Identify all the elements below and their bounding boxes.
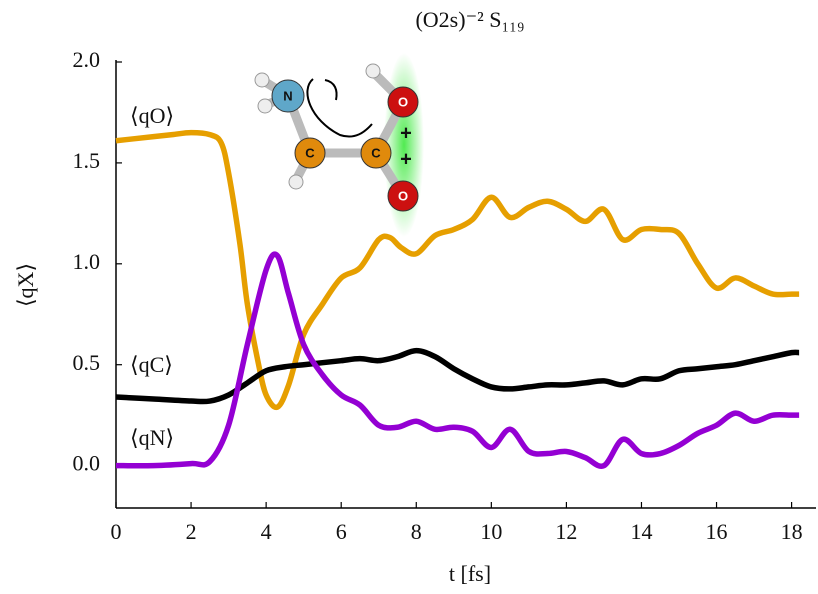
x-tick-label: 6 xyxy=(336,519,347,544)
series-line xyxy=(115,251,800,469)
x-tick-label: 8 xyxy=(411,519,422,544)
atom-label: N xyxy=(283,88,292,103)
x-tick-label: 16 xyxy=(706,519,728,544)
y-tick-label: 2.0 xyxy=(73,47,101,72)
y-tick-label: 0.0 xyxy=(73,451,101,476)
y-tick-label: 1.0 xyxy=(73,249,101,274)
x-tick-label: 10 xyxy=(480,519,502,544)
series-line xyxy=(115,347,800,405)
legend-label: ⟨qO⟩ xyxy=(130,103,174,128)
x-tick-label: 14 xyxy=(630,519,652,544)
atom-label: O xyxy=(398,94,408,109)
x-tick-label: 12 xyxy=(555,519,577,544)
charge: + xyxy=(400,148,412,170)
hydrogens xyxy=(254,63,381,190)
x-axis-label: t [fs] xyxy=(449,561,491,586)
y-tick-label: 1.5 xyxy=(73,148,101,173)
y-axis-label: ⟨qX⟩ xyxy=(13,263,38,307)
x-tick-label: 2 xyxy=(186,519,197,544)
legend-label: ⟨qC⟩ xyxy=(130,352,173,377)
arrow xyxy=(324,79,338,101)
x-tick-label: 18 xyxy=(781,519,803,544)
y-tick-label: 0.5 xyxy=(73,350,101,375)
atom xyxy=(387,180,419,212)
atom-label: O xyxy=(398,188,408,203)
atom-label: C xyxy=(305,145,315,160)
chart-title: (O2s)⁻² S₁₁₉ xyxy=(415,7,524,32)
x-tick-label: 0 xyxy=(111,519,122,544)
series-line xyxy=(115,129,800,411)
legend-label: ⟨qN⟩ xyxy=(130,425,174,450)
atom xyxy=(387,86,419,118)
atom xyxy=(271,79,305,113)
x-tick-label: 4 xyxy=(261,519,272,544)
atom xyxy=(294,137,326,169)
atom-label: C xyxy=(371,145,381,160)
charge: + xyxy=(400,122,412,144)
atom xyxy=(360,137,392,169)
arrow xyxy=(306,78,373,138)
molecule-inset: N C C O O + + xyxy=(254,53,424,237)
